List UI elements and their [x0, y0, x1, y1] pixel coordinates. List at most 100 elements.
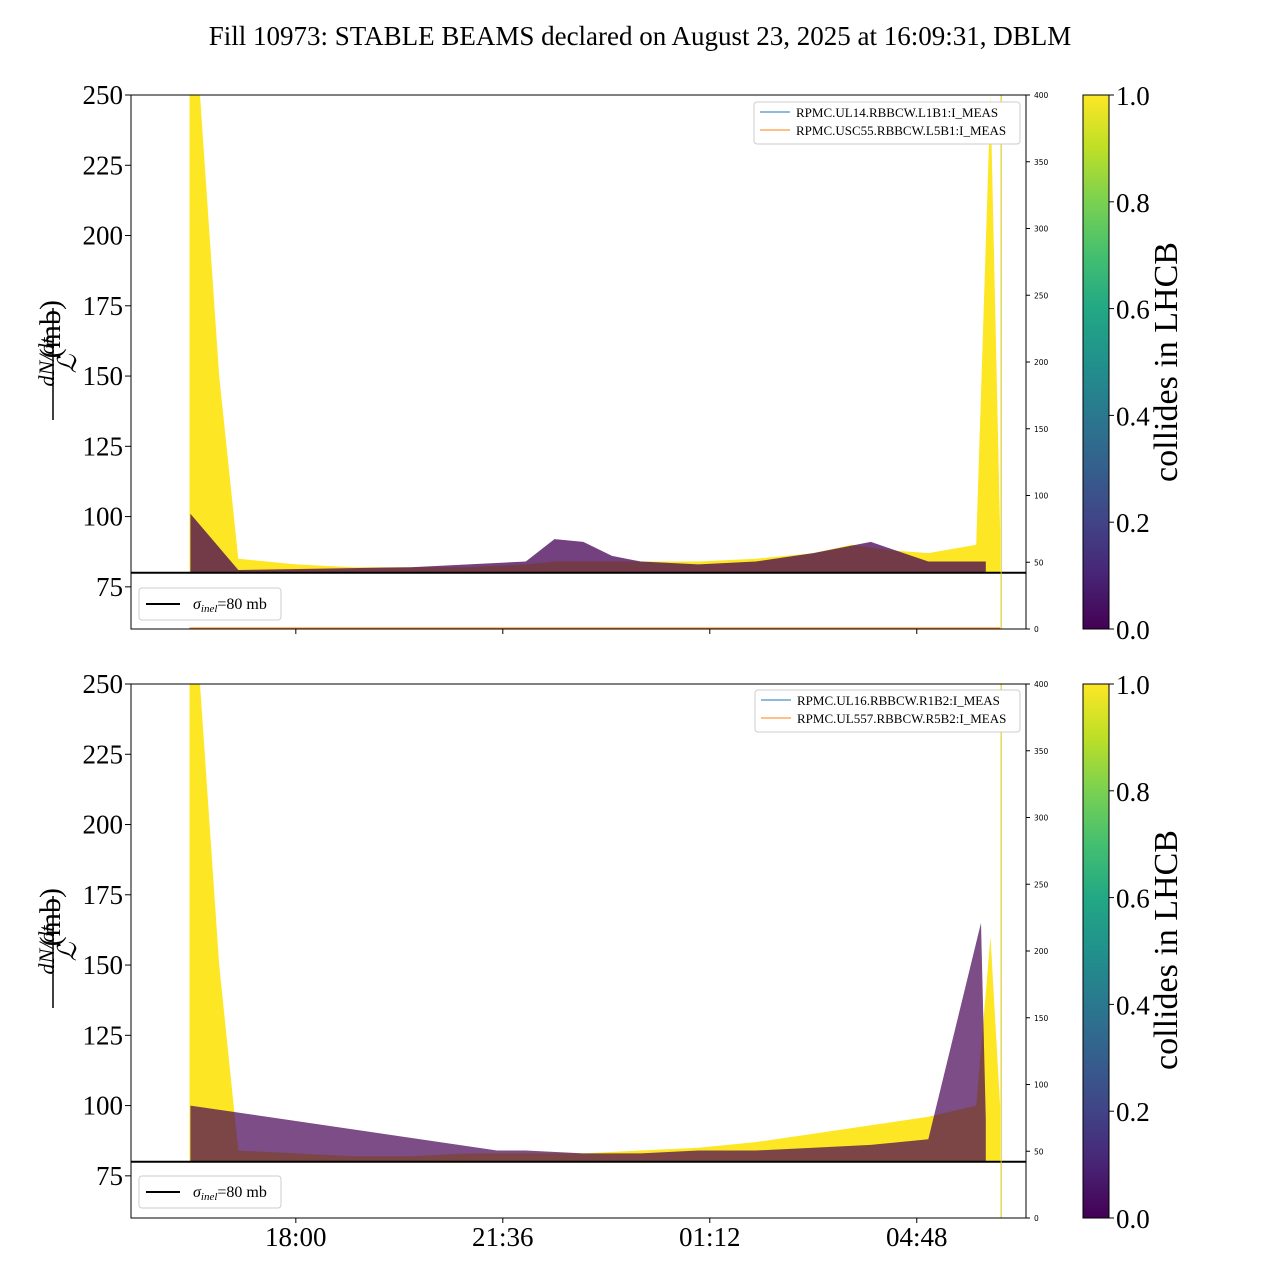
colorbar-tick-label: 0.6 — [1116, 295, 1150, 325]
colorbar-tick-label: 0.4 — [1116, 990, 1150, 1020]
top-legend-item-2: RPMC.USC55.RBBCW.L5B1:I_MEAS — [796, 123, 1006, 138]
right-y-tick-label: 150 — [1034, 1014, 1049, 1023]
bottom-legend-item-2: RPMC.UL557.RBBCW.R5B2:I_MEAS — [797, 711, 1006, 726]
right-y-tick-label: 0 — [1034, 1214, 1039, 1223]
y-tick-label: 200 — [83, 810, 124, 840]
y-tick-label: 225 — [83, 739, 124, 769]
y-tick-label: 175 — [83, 291, 124, 321]
top-x-ticks — [295, 629, 918, 634]
colorbar-tick-label: 0.8 — [1116, 777, 1150, 807]
bottom-y-axis-label-unit: (mb) — [34, 888, 67, 946]
top-purple-band — [190, 513, 986, 573]
y-tick-label: 175 — [83, 880, 124, 910]
y-tick-label: 150 — [83, 361, 124, 391]
bottom-legend-box — [754, 689, 1021, 733]
top-y-axis-label-den: ℒ — [53, 353, 82, 373]
bottom-purple-band — [190, 922, 986, 1162]
bottom-series-legend: RPMC.UL16.RBBCW.R1B2:I_MEAS RPMC.UL557.R… — [754, 689, 1021, 733]
bottom-reference-legend: σinel=80 mb — [138, 1175, 282, 1209]
bottom-x-ticks: 18:00 21:36 01:12 04:48 — [265, 1218, 948, 1252]
colorbar-tick-label: 0.2 — [1116, 508, 1150, 538]
top-panel: 75 100 125 150 175 200 225 250 0 50 100 150 200 250 3… — [34, 80, 1185, 645]
top-reference-legend: σinel=80 mb — [138, 587, 282, 621]
right-y-tick-label: 200 — [1034, 358, 1049, 367]
right-y-tick-label: 200 — [1034, 947, 1049, 956]
y-tick-label: 100 — [83, 502, 124, 532]
right-y-tick-label: 350 — [1034, 158, 1049, 167]
bottom-ref-legend-sub: inel — [201, 1191, 218, 1203]
right-y-tick-label: 50 — [1034, 1147, 1044, 1156]
bottom-panel: 75 100 125 150 175 200 225 250 0 50 100 150 200 250 3… — [34, 669, 1185, 1252]
top-legend-item-1: RPMC.UL14.RBBCW.L1B1:I_MEAS — [796, 105, 998, 120]
y-tick-label: 75 — [96, 572, 123, 602]
bottom-y-axis-label: dN/dt — [34, 925, 59, 975]
colorbar-tick-label: 0.6 — [1116, 884, 1150, 914]
colorbar-tick-label: 0.8 — [1116, 188, 1150, 218]
bottom-y-label-num: dN/dt — [34, 925, 59, 975]
top-ref-legend-val: =80 mb — [217, 596, 266, 613]
right-y-tick-label: 300 — [1034, 225, 1049, 234]
top-legend-box — [753, 101, 1021, 145]
right-y-tick-label: 250 — [1034, 880, 1049, 889]
bottom-colorbar-label: collides in LHCB — [1148, 830, 1185, 1070]
bottom-plot-area — [131, 684, 1026, 1218]
bottom-colorbar-ticks: 0.0 0.2 0.4 0.6 0.8 1.0 — [1109, 670, 1150, 1234]
right-y-tick-label: 100 — [1034, 1081, 1049, 1090]
top-y-axis-label: dN/dt — [34, 337, 59, 387]
right-y-tick-label: 400 — [1034, 680, 1049, 689]
bottom-yellow-envelope — [189, 684, 1001, 1162]
colorbar-tick-label: 0.0 — [1116, 615, 1150, 645]
top-colorbar-label: collides in LHCB — [1148, 242, 1185, 482]
bottom-y-ticks: 75 100 125 150 175 200 225 250 — [83, 669, 131, 1191]
y-tick-label: 200 — [83, 221, 124, 251]
y-tick-label: 250 — [83, 669, 124, 699]
bottom-right-y-ticks: 0 50 100 150 200 250 300 350 400 — [1026, 680, 1049, 1223]
top-plot-area — [131, 95, 1026, 629]
colorbar-tick-label: 1.0 — [1116, 670, 1150, 700]
colorbar-tick-label: 0.2 — [1116, 1097, 1150, 1127]
y-tick-label: 100 — [83, 1091, 124, 1121]
x-tick-label: 04:48 — [886, 1222, 948, 1252]
svg-text:σinel=80 mb: σinel=80 mb — [193, 596, 267, 615]
bottom-colorbar — [1082, 683, 1110, 1219]
right-y-tick-label: 50 — [1034, 558, 1044, 567]
top-ref-legend-box — [138, 587, 282, 621]
colorbar-tick-label: 0.0 — [1116, 1204, 1150, 1234]
y-tick-label: 225 — [83, 150, 124, 180]
colorbar-tick-label: 1.0 — [1116, 81, 1150, 111]
x-tick-label: 18:00 — [265, 1222, 327, 1252]
y-tick-label: 250 — [83, 80, 124, 110]
y-tick-label: 150 — [83, 950, 124, 980]
bottom-ref-legend-val: =80 mb — [217, 1184, 266, 1201]
figure-title: Fill 10973: STABLE BEAMS declared on Aug… — [209, 21, 1072, 51]
right-y-tick-label: 250 — [1034, 291, 1049, 300]
svg-text:σinel=80 mb: σinel=80 mb — [193, 1184, 267, 1203]
right-y-tick-label: 150 — [1034, 425, 1049, 434]
top-y-axis-label-unit: (mb) — [34, 300, 67, 358]
bottom-ref-legend-sym: σ — [193, 1184, 202, 1201]
right-y-tick-label: 0 — [1034, 625, 1039, 634]
right-y-tick-label: 100 — [1034, 492, 1049, 501]
y-tick-label: 125 — [83, 1020, 124, 1050]
right-y-tick-label: 300 — [1034, 814, 1049, 823]
top-y-label-num: dN/dt — [34, 337, 59, 387]
top-colorbar — [1082, 94, 1110, 630]
y-tick-label: 75 — [96, 1161, 123, 1191]
colorbar-tick-label: 0.4 — [1116, 401, 1150, 431]
top-ref-legend-sub: inel — [201, 603, 218, 615]
top-ref-legend-sym: σ — [193, 596, 202, 613]
y-tick-label: 125 — [83, 431, 124, 461]
x-tick-label: 21:36 — [472, 1222, 534, 1252]
bottom-y-axis-label-den: ℒ — [53, 941, 82, 961]
top-yellow-envelope — [189, 95, 1001, 573]
top-y-ticks: 75 100 125 150 175 200 225 250 — [83, 80, 131, 602]
top-series-legend: RPMC.UL14.RBBCW.L1B1:I_MEAS RPMC.USC55.R… — [753, 101, 1021, 145]
bottom-legend-item-1: RPMC.UL16.RBBCW.R1B2:I_MEAS — [797, 693, 1000, 708]
top-colorbar-ticks: 0.0 0.2 0.4 0.6 0.8 1.0 — [1109, 81, 1150, 645]
bottom-ref-legend-box — [138, 1175, 282, 1209]
right-y-tick-label: 400 — [1034, 91, 1049, 100]
right-y-tick-label: 350 — [1034, 747, 1049, 756]
top-right-y-ticks: 0 50 100 150 200 250 300 350 400 — [1026, 91, 1049, 634]
x-tick-label: 01:12 — [679, 1222, 741, 1252]
